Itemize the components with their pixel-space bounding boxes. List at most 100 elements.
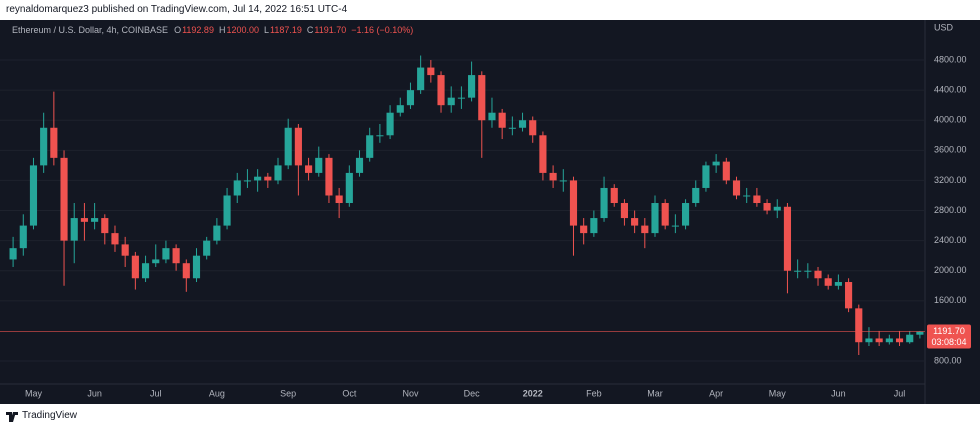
- candle-body: [192, 255, 201, 279]
- candle-body: [518, 120, 527, 128]
- x-tick-label: Mar: [647, 388, 663, 398]
- x-tick-label: Jun: [87, 388, 102, 398]
- candle-body: [294, 127, 302, 166]
- candle-body: [875, 338, 883, 343]
- x-tick-label: May: [25, 388, 43, 398]
- candle-body: [233, 180, 241, 196]
- candle-body: [284, 127, 292, 166]
- y-tick-label: 3600.00: [934, 145, 967, 155]
- candle-body: [539, 135, 547, 173]
- candle-body: [172, 248, 180, 264]
- candle-body: [620, 203, 628, 219]
- candle-body: [845, 282, 853, 309]
- candle-body: [131, 255, 139, 279]
- candle-body: [651, 203, 659, 234]
- candle-body: [111, 233, 119, 245]
- candle-body: [243, 180, 252, 182]
- candle-body: [264, 176, 272, 181]
- candle-body: [396, 105, 404, 113]
- candle-body: [437, 75, 445, 106]
- candle-body: [305, 165, 313, 173]
- candle-body: [29, 165, 38, 226]
- candle-body: [386, 112, 394, 136]
- byline: reynaldomarquez3 published on TradingVie…: [6, 4, 348, 15]
- candle-body: [834, 282, 842, 286]
- logo: [6, 412, 18, 422]
- candle-body: [641, 225, 649, 234]
- candle-body: [457, 97, 465, 99]
- top-bar: reynaldomarquez3 published on TradingVie…: [0, 0, 980, 20]
- candle-body: [916, 331, 924, 335]
- candle-body: [355, 157, 364, 173]
- candle-body: [274, 165, 282, 181]
- y-tick-label: 800.00: [934, 355, 962, 365]
- y-tick-label: 3200.00: [934, 175, 967, 185]
- candle-body: [661, 203, 669, 226]
- candle-body: [895, 338, 904, 343]
- y-tick-label: 4800.00: [934, 54, 967, 64]
- x-tick-label: Apr: [709, 388, 723, 398]
- candle-body: [80, 218, 88, 222]
- candle-body: [865, 338, 873, 343]
- candle-body: [804, 270, 812, 272]
- candle-body: [671, 225, 679, 227]
- x-tick-label: 2022: [523, 388, 543, 398]
- candle-body: [162, 248, 170, 260]
- y-axis-title: USD: [934, 22, 954, 32]
- candle-body: [182, 263, 190, 279]
- candle-body: [508, 127, 516, 129]
- y-tick-label: 4000.00: [934, 115, 967, 125]
- x-tick-label: Jun: [831, 388, 846, 398]
- x-tick-label: Dec: [464, 388, 481, 398]
- candle-body: [468, 75, 476, 98]
- change: −1.16 (−0.10%): [351, 25, 414, 35]
- candle-body: [223, 195, 231, 226]
- candle-body: [427, 67, 435, 76]
- candle-body: [91, 218, 99, 222]
- price-label-box: [927, 324, 971, 349]
- candle-body: [70, 218, 78, 241]
- candle-body: [121, 244, 129, 256]
- candle-body: [141, 263, 150, 279]
- chart: USD 800.00 1600.00 2000.00 2400.00 2800.00 32…: [0, 20, 980, 404]
- low-value: 1187.19: [270, 25, 302, 35]
- x-tick-label: Sep: [280, 388, 296, 398]
- low-key: L: [264, 25, 270, 35]
- candle-body: [732, 180, 741, 196]
- candle-body: [50, 127, 58, 158]
- y-tick-label: 2000.00: [934, 265, 967, 275]
- candle-body: [692, 187, 700, 204]
- close-value: 1191.70: [314, 25, 347, 35]
- candle-body: [753, 195, 761, 204]
- candle-body: [213, 225, 221, 241]
- candle-body: [325, 157, 333, 196]
- chart-background: [0, 20, 980, 404]
- x-tick-label: Oct: [342, 388, 357, 398]
- candle-body: [406, 90, 415, 106]
- candle-body: [447, 97, 455, 106]
- price-label: 1191.70: [933, 326, 965, 336]
- candle-body: [203, 240, 211, 256]
- x-tick-label: Jul: [894, 388, 906, 398]
- y-tick-label: 4400.00: [934, 85, 967, 95]
- candle-body: [773, 206, 781, 211]
- candle-body: [712, 161, 720, 166]
- candle-body: [376, 135, 384, 137]
- candle-body: [366, 135, 374, 158]
- brand: TradingView: [22, 410, 78, 421]
- y-tick-label: 2800.00: [934, 205, 967, 215]
- candle-body: [478, 75, 486, 121]
- y-tick-label: 1600.00: [934, 295, 967, 305]
- candle-body: [814, 270, 822, 279]
- candle-body: [580, 225, 588, 234]
- candle-body: [40, 127, 48, 166]
- candle-body: [254, 176, 262, 181]
- candle-body: [315, 157, 323, 173]
- candle-body: [743, 195, 751, 197]
- x-tick-label: May: [769, 388, 787, 398]
- x-tick-label: Feb: [586, 388, 602, 398]
- candle-body: [631, 218, 639, 226]
- y-tick-label: 2400.00: [934, 235, 967, 245]
- candle-body: [763, 203, 771, 211]
